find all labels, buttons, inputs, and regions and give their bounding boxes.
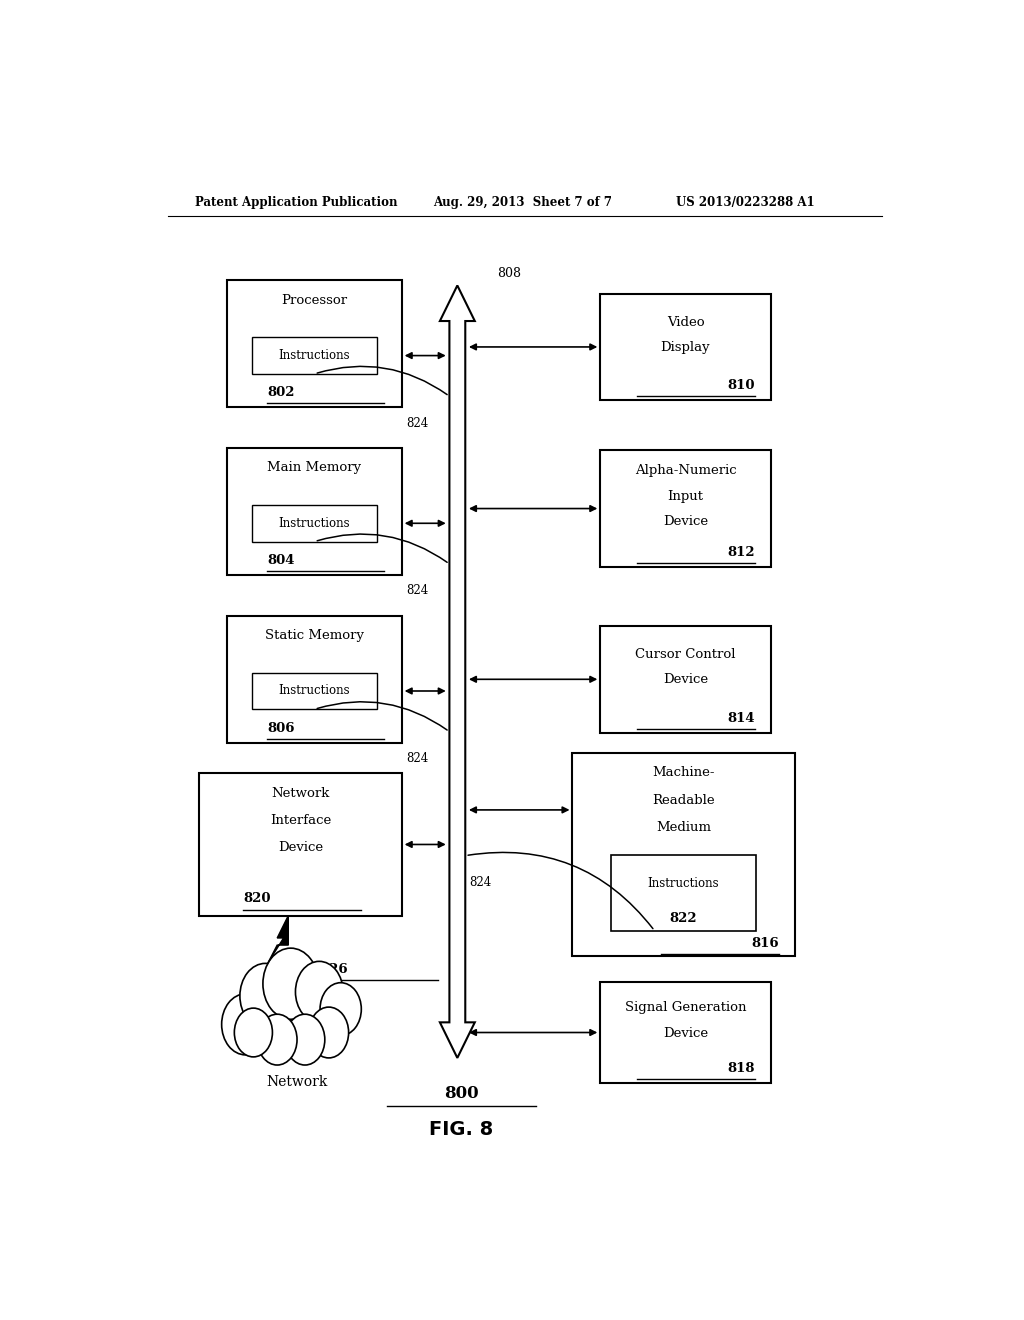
Text: Interface: Interface <box>270 814 331 826</box>
Bar <box>227 615 401 743</box>
Text: Readable: Readable <box>652 793 715 807</box>
Text: 816: 816 <box>752 937 779 950</box>
Text: 804: 804 <box>267 554 294 568</box>
Text: 802: 802 <box>267 387 294 399</box>
Text: Processor: Processor <box>282 293 347 306</box>
Text: 812: 812 <box>727 546 755 558</box>
Bar <box>200 774 401 916</box>
Text: Alpha-Numeric: Alpha-Numeric <box>635 465 736 478</box>
Text: US 2013/0223288 A1: US 2013/0223288 A1 <box>676 195 814 209</box>
Polygon shape <box>440 285 475 1057</box>
Bar <box>227 447 401 576</box>
Text: Device: Device <box>663 515 708 528</box>
Circle shape <box>296 961 343 1023</box>
Text: Video: Video <box>667 315 705 329</box>
Text: Main Memory: Main Memory <box>267 461 361 474</box>
Bar <box>252 338 378 374</box>
Bar <box>600 982 771 1084</box>
Text: 806: 806 <box>267 722 294 735</box>
Text: 824: 824 <box>406 585 428 597</box>
Text: 800: 800 <box>444 1085 478 1102</box>
Text: 824: 824 <box>406 417 428 429</box>
Text: 822: 822 <box>670 912 697 925</box>
Bar <box>252 673 378 709</box>
Bar <box>572 752 795 956</box>
Circle shape <box>234 1008 272 1057</box>
Text: 810: 810 <box>727 379 755 392</box>
Circle shape <box>309 1007 348 1057</box>
Circle shape <box>321 982 361 1036</box>
Text: 818: 818 <box>727 1063 755 1076</box>
Text: Medium: Medium <box>656 821 711 834</box>
Text: Instructions: Instructions <box>648 876 719 890</box>
Text: Patent Application Publication: Patent Application Publication <box>196 195 398 209</box>
Text: Device: Device <box>663 673 708 686</box>
Text: FIG. 8: FIG. 8 <box>429 1119 494 1139</box>
Text: Display: Display <box>660 341 711 354</box>
Text: Device: Device <box>663 1027 708 1040</box>
Text: Device: Device <box>279 841 324 854</box>
Circle shape <box>240 964 291 1028</box>
Polygon shape <box>267 916 289 964</box>
Circle shape <box>263 948 318 1019</box>
Text: Instructions: Instructions <box>279 517 350 529</box>
Circle shape <box>221 994 269 1055</box>
Text: 824: 824 <box>406 752 428 766</box>
Text: Machine-: Machine- <box>652 766 715 779</box>
Circle shape <box>285 1014 325 1065</box>
Bar <box>600 293 771 400</box>
Text: 826: 826 <box>321 962 348 975</box>
Text: Cursor Control: Cursor Control <box>635 648 736 661</box>
Circle shape <box>257 1014 297 1065</box>
Text: Input: Input <box>668 490 703 503</box>
Bar <box>611 854 756 931</box>
Text: Instructions: Instructions <box>279 685 350 697</box>
Text: Signal Generation: Signal Generation <box>625 1001 746 1014</box>
Text: 808: 808 <box>497 268 521 280</box>
Text: Network: Network <box>271 787 330 800</box>
Text: Static Memory: Static Memory <box>265 630 364 642</box>
Text: 820: 820 <box>243 892 270 906</box>
Text: 814: 814 <box>727 711 755 725</box>
Bar <box>227 280 401 408</box>
Bar <box>600 626 771 733</box>
Text: Instructions: Instructions <box>279 348 350 362</box>
Text: Aug. 29, 2013  Sheet 7 of 7: Aug. 29, 2013 Sheet 7 of 7 <box>433 195 612 209</box>
Bar <box>600 450 771 568</box>
Bar <box>252 506 378 541</box>
Text: 824: 824 <box>469 876 492 888</box>
Text: Network: Network <box>266 1076 328 1089</box>
